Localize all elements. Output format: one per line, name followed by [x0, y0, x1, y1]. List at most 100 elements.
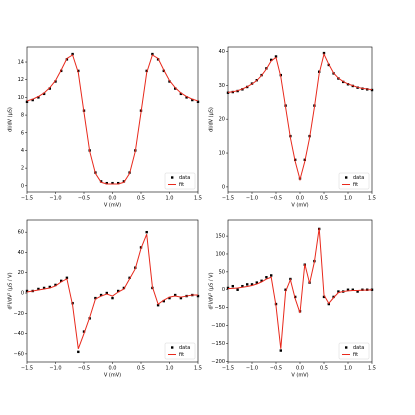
y-axis-label: d²I/dV² (μS / V): [209, 272, 215, 309]
data-point: [370, 288, 374, 291]
data-point: [260, 279, 263, 283]
x-tick-label: −1.5: [222, 196, 234, 202]
legend-label: fit: [353, 182, 358, 188]
y-tick-label: 100: [215, 251, 225, 257]
data-point: [179, 296, 183, 300]
data-point: [65, 276, 69, 280]
y-tick-label: 14: [18, 60, 24, 66]
y-tick-label: 20: [219, 117, 225, 123]
y-tick-label: −100: [211, 323, 225, 329]
x-tick-label: −0.5: [270, 366, 282, 372]
x-tick-label: −1.0: [49, 366, 61, 372]
data-point: [48, 285, 51, 289]
x-axis-label: V (mV): [291, 203, 308, 209]
y-tick-label: 12: [18, 77, 24, 83]
data-point: [54, 80, 57, 83]
legend-marker: [345, 346, 348, 349]
data-point: [174, 87, 177, 90]
fit-line: [227, 228, 373, 349]
x-tick-label: 1.0: [166, 196, 174, 202]
data-point: [168, 296, 171, 300]
data-point: [77, 350, 80, 354]
data-point: [246, 283, 249, 286]
data-point: [196, 100, 200, 104]
data-point: [274, 55, 278, 58]
y-tick-label: 10: [18, 95, 24, 101]
data-point: [322, 295, 326, 299]
data-point: [179, 92, 183, 96]
x-tick-label: −1.0: [49, 196, 61, 202]
data-point: [226, 286, 230, 290]
x-tick-label: 1.0: [344, 366, 352, 372]
data-point: [105, 181, 108, 185]
fit-line: [227, 52, 373, 182]
x-tick-label: 0.5: [137, 366, 145, 372]
y-axis-label: dI/dV (μS): [209, 107, 215, 132]
x-tick-label: 0.0: [109, 366, 117, 372]
y-tick-label: 0: [222, 287, 225, 293]
legend-label: data: [179, 345, 190, 351]
legend-label: data: [179, 175, 190, 181]
data-point: [31, 98, 34, 102]
x-tick-label: 1.5: [368, 196, 376, 202]
data-point: [25, 289, 29, 293]
data-point: [356, 290, 359, 293]
y-tick-label: 6: [21, 130, 24, 136]
data-point: [145, 69, 148, 73]
x-tick-label: −1.5: [21, 366, 33, 372]
y-tick-label: 60: [18, 230, 24, 236]
legend-marker: [171, 346, 174, 349]
data-point: [337, 290, 340, 293]
x-tick-label: −1.0: [246, 366, 258, 372]
x-tick-label: 0.0: [109, 196, 117, 202]
data-point: [117, 289, 120, 293]
data-point: [351, 288, 354, 291]
x-tick-label: −1.5: [222, 366, 234, 372]
y-tick-label: 8: [21, 113, 24, 119]
x-tick-label: 1.5: [194, 366, 202, 372]
data-point: [111, 181, 114, 185]
legend-marker: [171, 176, 174, 179]
y-tick-label: −60: [13, 351, 24, 357]
data-point: [151, 52, 154, 56]
data-point: [48, 87, 51, 90]
data-point: [250, 283, 254, 286]
y-tick-label: 150: [215, 234, 225, 240]
x-tick-label: 1.5: [194, 196, 202, 202]
y-tick-label: 10: [219, 151, 225, 157]
x-tick-label: 1.5: [368, 366, 376, 372]
data-point: [145, 230, 148, 234]
data-point: [265, 276, 268, 279]
y-tick-label: 0: [21, 291, 24, 297]
data-point: [37, 96, 40, 99]
y-tick-label: −50: [214, 305, 225, 311]
fit-line: [26, 54, 199, 185]
x-tick-label: 0.0: [296, 366, 304, 372]
data-point: [71, 52, 74, 56]
x-tick-label: 0.0: [296, 196, 304, 202]
data-point: [42, 92, 46, 96]
data-point: [60, 279, 63, 283]
x-tick-label: −0.5: [78, 196, 90, 202]
y-tick-label: 2: [21, 166, 24, 172]
y-tick-label: −200: [211, 359, 225, 365]
data-point: [94, 296, 97, 300]
data-point: [284, 288, 287, 291]
data-point: [279, 349, 282, 352]
data-point: [111, 296, 114, 300]
data-point: [117, 181, 120, 185]
legend-label: fit: [179, 352, 184, 358]
x-axis-label: V (mV): [104, 373, 121, 379]
data-point: [241, 284, 244, 288]
axes-frame: [26, 46, 199, 193]
data-point: [156, 304, 160, 307]
x-axis-label: V (mV): [291, 373, 308, 379]
data-point: [226, 91, 230, 94]
y-tick-label: 4: [21, 148, 24, 154]
data-point: [99, 293, 103, 297]
legend-label: data: [353, 345, 364, 351]
data-point: [185, 96, 188, 99]
x-tick-label: −1.0: [246, 196, 258, 202]
legend-label: fit: [353, 352, 358, 358]
y-tick-label: 30: [219, 83, 225, 89]
